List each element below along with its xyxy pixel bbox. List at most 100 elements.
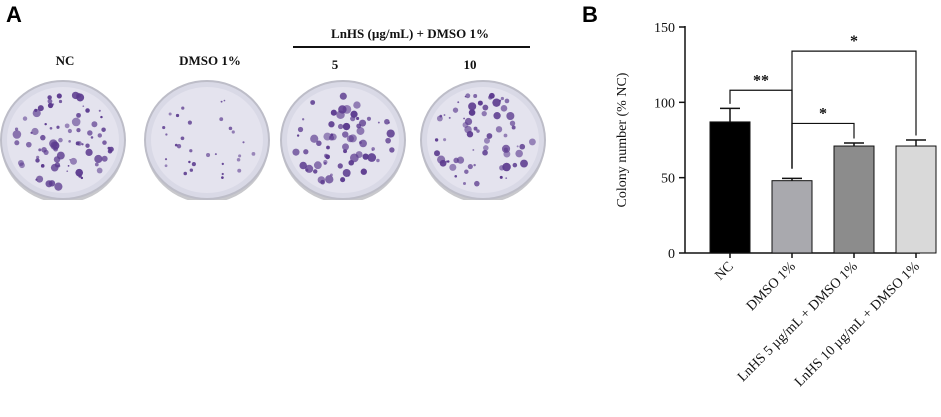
colony: [223, 99, 226, 102]
petri-dish: [280, 80, 406, 200]
colony: [473, 93, 478, 98]
colony: [49, 126, 53, 130]
colony: [346, 135, 354, 143]
colony: [366, 116, 372, 121]
colony: [69, 158, 71, 161]
colony: [228, 126, 233, 131]
colony: [47, 95, 52, 100]
colony: [482, 104, 489, 111]
colony: [377, 121, 380, 124]
colony: [505, 177, 508, 179]
colony: [75, 168, 84, 177]
colony: [296, 134, 300, 137]
colony: [511, 125, 516, 130]
colony: [320, 179, 325, 185]
colony: [350, 110, 358, 118]
colony: [310, 134, 319, 143]
colony: [221, 176, 224, 179]
panel-a-letter: A: [6, 2, 22, 27]
plate-label-10: 10: [463, 57, 477, 72]
bar: [771, 180, 813, 254]
colony: [468, 102, 477, 111]
colony: [41, 146, 47, 153]
colony: [68, 140, 71, 143]
colony: [506, 111, 515, 121]
colony: [96, 167, 103, 174]
colony: [56, 125, 60, 129]
colony: [339, 92, 347, 100]
colony: [448, 116, 451, 119]
colony: [80, 176, 84, 180]
colony: [323, 132, 332, 141]
colony: [520, 159, 528, 168]
bar: [709, 121, 751, 254]
colony: [191, 162, 196, 167]
colony: [299, 161, 307, 170]
colony: [22, 116, 28, 121]
colony: [34, 108, 38, 112]
colony: [101, 155, 108, 162]
colony: [501, 144, 511, 153]
y-tick-label: 150: [654, 21, 675, 36]
colony: [340, 177, 346, 183]
colony: [325, 175, 334, 184]
colony: [305, 168, 309, 172]
dish-agar: [287, 87, 399, 193]
dish-agar: [151, 87, 263, 193]
petri-dish: [144, 80, 270, 200]
colony: [38, 148, 42, 152]
colony: [481, 110, 487, 117]
colony: [362, 153, 369, 160]
colony: [164, 164, 168, 168]
colony: [342, 122, 351, 131]
colony: [326, 145, 330, 150]
colony: [251, 151, 256, 156]
y-tick-label: 0: [668, 247, 675, 262]
colony: [54, 162, 61, 168]
y-tick-label: 50: [661, 172, 675, 187]
colony: [221, 172, 224, 176]
colony: [162, 125, 166, 130]
colony: [14, 127, 19, 131]
colony: [389, 147, 395, 153]
plate-label-nc: NC: [55, 53, 75, 68]
colony: [56, 93, 62, 99]
colony: [70, 157, 77, 165]
colony: [457, 101, 460, 104]
colony: [98, 109, 101, 112]
group-label: LnHS (µg/mL) + DMSO 1%: [331, 26, 489, 41]
panel-b-letter: B: [582, 2, 598, 27]
colony: [360, 168, 367, 175]
colony: [236, 157, 241, 162]
colony: [465, 93, 471, 99]
significance-label: **: [753, 72, 769, 89]
colony: [82, 105, 85, 107]
colony: [75, 141, 80, 146]
colony: [434, 138, 439, 142]
colony: [102, 140, 107, 145]
plates-image: [0, 80, 546, 200]
colony: [76, 112, 81, 118]
colony: [56, 151, 65, 160]
colony: [302, 118, 305, 121]
colony: [37, 105, 44, 112]
colony: [87, 130, 93, 136]
colony: [49, 139, 58, 148]
colony: [499, 175, 503, 179]
colony: [221, 162, 224, 166]
colony: [342, 131, 349, 138]
colony: [219, 117, 224, 122]
colony: [85, 108, 90, 113]
colony: [493, 112, 501, 120]
colony: [482, 149, 488, 156]
colony: [101, 127, 106, 132]
colony: [67, 164, 70, 167]
colony: [466, 130, 474, 138]
colony: [313, 169, 318, 174]
colony: [45, 180, 53, 188]
colony: [238, 154, 242, 158]
colony: [100, 115, 103, 119]
colony: [439, 114, 443, 118]
colony: [231, 130, 235, 134]
colony: [40, 134, 46, 141]
